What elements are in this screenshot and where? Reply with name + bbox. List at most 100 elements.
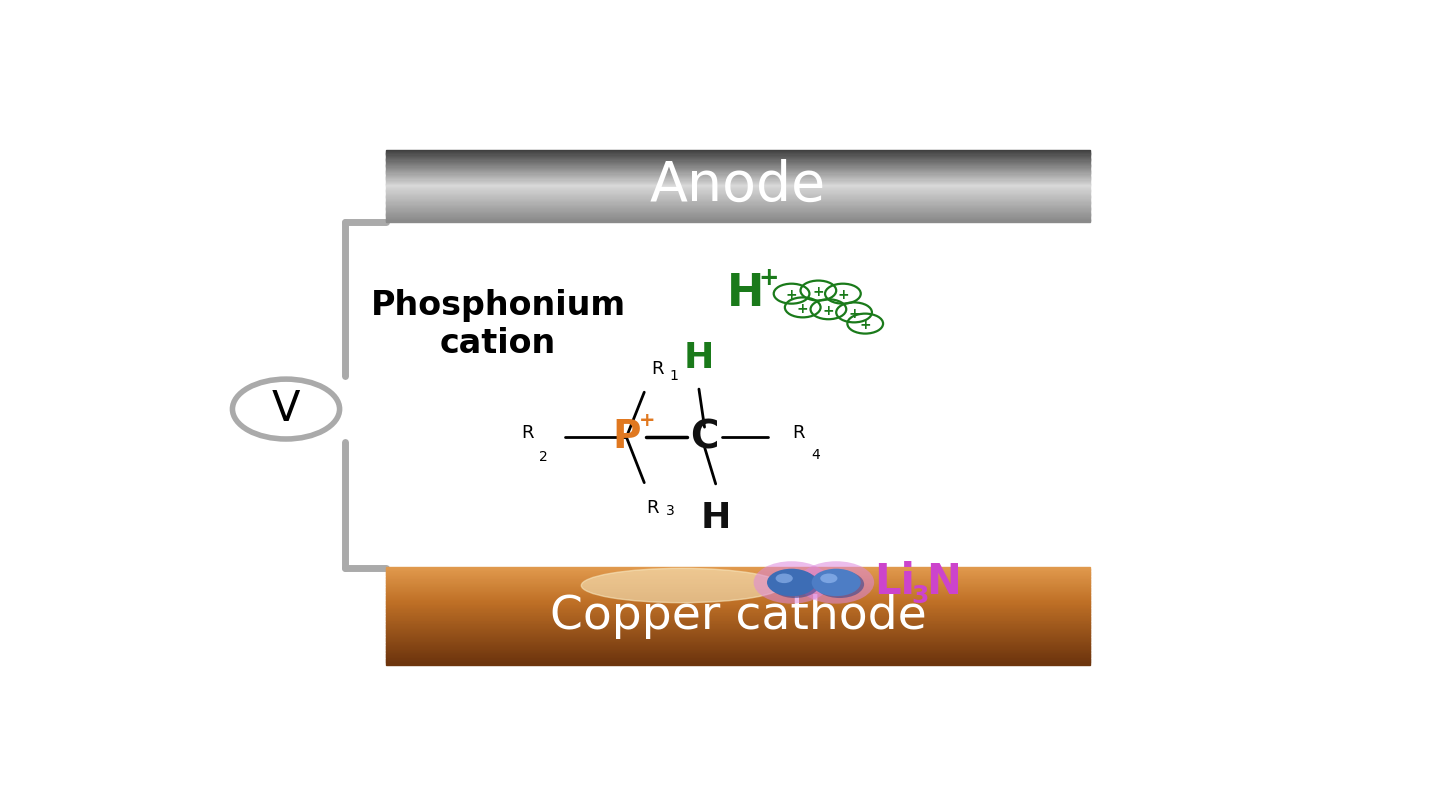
Bar: [386, 611, 1090, 613]
Bar: [386, 152, 1090, 154]
Bar: [386, 202, 1090, 204]
Bar: [386, 620, 1090, 623]
Bar: [386, 603, 1090, 605]
Bar: [386, 164, 1090, 166]
Bar: [386, 220, 1090, 222]
Bar: [386, 624, 1090, 626]
Text: R: R: [521, 424, 534, 442]
Text: +: +: [860, 318, 871, 332]
Bar: [386, 171, 1090, 173]
Bar: [386, 612, 1090, 615]
Text: +: +: [796, 302, 808, 316]
Bar: [386, 156, 1090, 157]
Bar: [386, 606, 1090, 608]
Bar: [386, 656, 1090, 659]
Bar: [386, 654, 1090, 657]
Bar: [386, 658, 1090, 660]
Bar: [386, 182, 1090, 184]
Bar: [386, 569, 1090, 571]
Bar: [386, 176, 1090, 177]
Bar: [386, 161, 1090, 164]
Text: H: H: [727, 272, 765, 315]
Bar: [386, 191, 1090, 194]
Bar: [386, 200, 1090, 202]
Bar: [386, 637, 1090, 639]
Bar: [386, 153, 1090, 155]
Text: Li: Li: [874, 561, 914, 603]
Bar: [386, 653, 1090, 655]
Text: 3: 3: [912, 584, 929, 608]
Bar: [386, 203, 1090, 205]
Text: 2: 2: [540, 450, 549, 463]
Bar: [386, 596, 1090, 599]
Bar: [386, 158, 1090, 160]
Bar: [386, 629, 1090, 631]
Bar: [386, 635, 1090, 637]
Bar: [386, 651, 1090, 654]
Bar: [386, 215, 1090, 217]
Bar: [386, 214, 1090, 216]
Bar: [386, 643, 1090, 646]
Bar: [386, 619, 1090, 621]
Bar: [386, 616, 1090, 618]
Bar: [386, 578, 1090, 579]
Circle shape: [798, 561, 874, 603]
Bar: [386, 661, 1090, 663]
Bar: [386, 188, 1090, 190]
Text: R: R: [651, 360, 664, 378]
Bar: [386, 178, 1090, 180]
Bar: [386, 168, 1090, 171]
Bar: [386, 159, 1090, 161]
Circle shape: [821, 573, 838, 583]
Circle shape: [768, 569, 816, 596]
Bar: [386, 591, 1090, 594]
Bar: [386, 208, 1090, 210]
Bar: [386, 155, 1090, 156]
Text: +: +: [639, 411, 655, 430]
Bar: [386, 586, 1090, 589]
Bar: [386, 209, 1090, 211]
Bar: [386, 627, 1090, 629]
Bar: [386, 150, 1090, 151]
Text: +: +: [837, 288, 848, 302]
Text: N: N: [926, 561, 962, 603]
Text: +: +: [822, 304, 834, 318]
Bar: [386, 218, 1090, 220]
Text: 3: 3: [665, 505, 674, 518]
Text: C: C: [690, 418, 719, 456]
Bar: [386, 650, 1090, 652]
Bar: [386, 646, 1090, 649]
Bar: [386, 177, 1090, 179]
Text: +: +: [848, 307, 860, 321]
Bar: [386, 601, 1090, 603]
Bar: [386, 645, 1090, 647]
Bar: [386, 595, 1090, 597]
Bar: [386, 198, 1090, 200]
Bar: [386, 588, 1090, 590]
Bar: [386, 170, 1090, 172]
Text: 1: 1: [670, 369, 678, 383]
Bar: [386, 642, 1090, 644]
Bar: [386, 571, 1090, 573]
Bar: [386, 175, 1090, 177]
Bar: [386, 590, 1090, 592]
Circle shape: [770, 570, 819, 598]
Bar: [386, 663, 1090, 665]
Bar: [386, 608, 1090, 610]
Bar: [386, 211, 1090, 212]
Bar: [386, 638, 1090, 641]
Bar: [386, 196, 1090, 198]
Text: Anode: Anode: [649, 159, 827, 213]
Circle shape: [753, 561, 829, 603]
Ellipse shape: [582, 569, 782, 603]
Bar: [386, 632, 1090, 634]
Bar: [386, 184, 1090, 186]
Text: Phosphonium
cation: Phosphonium cation: [370, 289, 625, 360]
Bar: [386, 622, 1090, 625]
Bar: [386, 609, 1090, 612]
Text: P: P: [612, 418, 641, 456]
Bar: [386, 190, 1090, 192]
Text: H: H: [684, 341, 714, 375]
Text: 4: 4: [812, 449, 821, 463]
Bar: [386, 573, 1090, 574]
